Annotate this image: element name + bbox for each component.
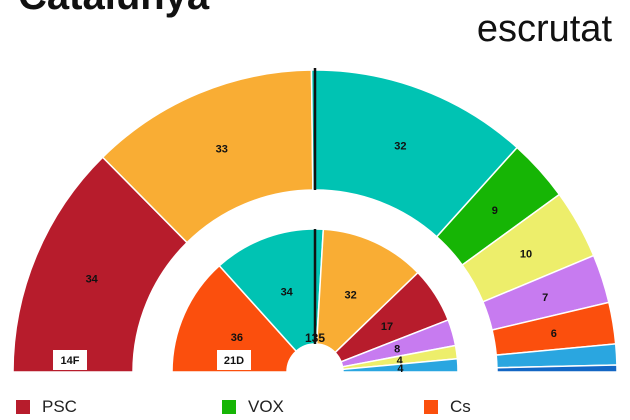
outer-seat-count-6: 7 [542,292,548,304]
inner-seat-count-1: 36 [231,332,243,344]
inner-series-label-box [217,350,251,370]
inner-series-label-text: 21D [224,355,244,367]
inner-seat-count-2: 34 [281,286,294,298]
outer-seat-count-5: 10 [520,248,532,260]
legend-label-cs: Cs [450,397,471,416]
legend-item-cs: Cs [424,397,471,417]
inner-seat-count-7: 4 [397,363,404,375]
outer-series-label: 14F [53,350,87,370]
outer-seat-count-3: 32 [394,141,406,153]
outer-seat-count-4: 9 [492,205,498,217]
inner-seat-count-5: 8 [394,343,400,355]
legend-swatch-cs [424,400,438,414]
legend: PSC VOX Cs [0,397,630,419]
legend-swatch-psc [16,400,30,414]
legend-item-psc: PSC [16,397,77,417]
legend-item-vox: VOX [222,397,284,417]
inner-seat-count-4: 17 [381,321,393,333]
chart-title: Catalunya [18,0,209,19]
total-seats-label: 135 [305,331,325,345]
inner-seat-arc-7 [342,357,459,373]
legend-swatch-vox [222,400,236,414]
outer-seat-count-7: 6 [551,328,557,340]
legend-label-psc: PSC [42,397,77,416]
outer-series-label-box [53,350,87,370]
legend-label-vox: VOX [248,397,284,416]
counted-label: escrutat [476,8,612,50]
inner-seat-arc-3 [315,228,419,354]
inner-seat-count-6: 4 [397,355,404,367]
outer-seat-count-1: 34 [86,274,99,286]
outer-series-label-text: 14F [61,355,80,367]
inner-seat-arc-1 [171,264,298,373]
inner-series-label: 21D [217,350,251,370]
inner-seat-count-3: 32 [345,289,357,301]
outer-seat-count-2: 33 [216,144,228,156]
outer-seat-arc-9 [496,364,618,373]
